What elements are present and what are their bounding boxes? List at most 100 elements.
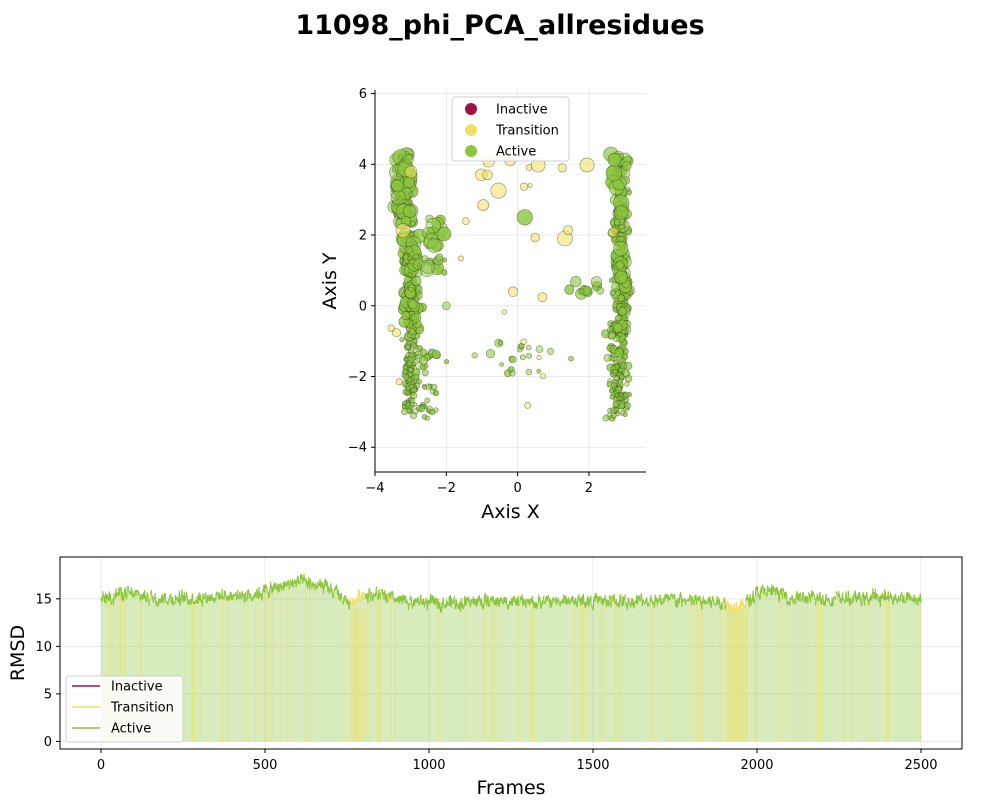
transition-stripe xyxy=(851,602,853,742)
transition-stripe xyxy=(745,601,747,742)
transition-stripe xyxy=(690,594,692,742)
scatter-point xyxy=(564,284,575,295)
legend-label-inactive: Inactive xyxy=(111,680,163,695)
scatter-point xyxy=(391,179,404,193)
scatter-point xyxy=(516,209,533,226)
transition-stripe xyxy=(786,595,788,742)
scatter-point xyxy=(401,380,408,387)
transition-stripe xyxy=(697,597,699,742)
scatter-point xyxy=(608,388,614,394)
scatter-point xyxy=(614,348,624,358)
transition-stripe xyxy=(243,595,245,742)
transition-band xyxy=(725,608,746,742)
scatter-point xyxy=(619,373,625,380)
scatter-point xyxy=(407,272,413,278)
scatter-point xyxy=(617,306,627,316)
transition-stripe xyxy=(394,602,397,742)
scatter-point xyxy=(461,217,470,225)
scatter-point xyxy=(485,349,495,359)
scatter-point xyxy=(610,282,621,292)
transition-stripe xyxy=(255,595,257,742)
scatter-point xyxy=(401,373,407,379)
y-tick-label: 4 xyxy=(359,158,367,173)
y-tick-label: −4 xyxy=(348,441,367,456)
scatter-point xyxy=(413,374,420,381)
legend-label-active: Active xyxy=(496,145,536,160)
scatter-point xyxy=(507,286,519,297)
transition-stripe xyxy=(530,598,532,742)
scatter-point xyxy=(477,199,490,211)
scatter-point xyxy=(618,402,626,410)
scatter-point xyxy=(441,269,448,276)
transition-stripe xyxy=(110,600,112,742)
transition-stripe xyxy=(343,602,345,742)
transition-stripe xyxy=(820,592,822,742)
transition-stripe xyxy=(806,596,809,742)
transition-stripe xyxy=(491,600,493,742)
scatter-point xyxy=(519,182,529,191)
transition-stripe xyxy=(700,604,702,742)
scatter-point xyxy=(408,299,418,310)
y-tick-label: 5 xyxy=(44,687,52,702)
scatter-point xyxy=(614,392,620,398)
rmsd-fill xyxy=(101,577,921,742)
scatter-point xyxy=(537,292,548,303)
transition-stripe xyxy=(309,584,311,742)
transition-stripe xyxy=(533,605,535,742)
scatter-point xyxy=(412,338,418,344)
scatter-point xyxy=(432,389,440,397)
transition-stripe xyxy=(379,593,381,742)
legend-marker-inactive xyxy=(465,103,477,115)
transition-stripe xyxy=(140,599,142,742)
transition-stripe xyxy=(755,598,757,742)
scatter-point xyxy=(436,226,452,242)
scatter-point xyxy=(536,368,542,374)
transition-stripe xyxy=(843,599,845,742)
transition-stripe xyxy=(437,598,440,742)
transition-stripe xyxy=(797,591,799,742)
transition-stripe xyxy=(272,591,274,742)
scatter-point xyxy=(530,232,540,243)
transition-stripe xyxy=(793,600,795,742)
scatter-point xyxy=(409,220,416,227)
transition-stripe xyxy=(124,596,126,742)
scatter-point xyxy=(424,415,431,421)
transition-stripe xyxy=(390,596,392,742)
transition-stripe xyxy=(247,598,249,742)
scatter-point xyxy=(617,294,625,302)
transition-stripe xyxy=(140,600,142,742)
scatter-point xyxy=(622,412,628,418)
scatter-point xyxy=(607,227,619,238)
scatter-point xyxy=(607,331,617,340)
transition-stripe xyxy=(739,605,741,742)
figure-title: 11098_phi_PCA_allresidues xyxy=(295,10,705,41)
scatter-point xyxy=(426,238,442,253)
scatter-point xyxy=(409,412,417,420)
transition-stripe xyxy=(603,602,605,742)
transition-stripe xyxy=(574,603,576,742)
scatter-point xyxy=(527,183,533,188)
transition-stripe xyxy=(711,607,713,742)
x-tick-label: 2000 xyxy=(740,758,773,773)
scatter-point xyxy=(570,276,582,288)
transition-stripe xyxy=(119,595,121,742)
transition-stripe xyxy=(614,596,616,742)
scatter-point xyxy=(613,359,619,365)
x-tick-label: −4 xyxy=(365,481,384,496)
transition-stripe xyxy=(119,595,121,742)
scatter-point xyxy=(421,369,429,377)
transition-stripe xyxy=(581,597,583,742)
scatter-point xyxy=(414,333,421,339)
scatter-point xyxy=(404,246,413,255)
transition-stripe xyxy=(532,600,534,742)
x-axis-label: Axis X xyxy=(481,501,539,523)
scatter-point xyxy=(403,204,417,218)
transition-stripe xyxy=(719,608,722,742)
rmsd-transition-stripes xyxy=(108,578,919,742)
scatter-point xyxy=(613,375,620,382)
scatter-point xyxy=(404,165,418,179)
transition-stripe xyxy=(917,605,919,742)
scatter-point xyxy=(499,362,504,367)
scatter-point xyxy=(402,368,409,375)
